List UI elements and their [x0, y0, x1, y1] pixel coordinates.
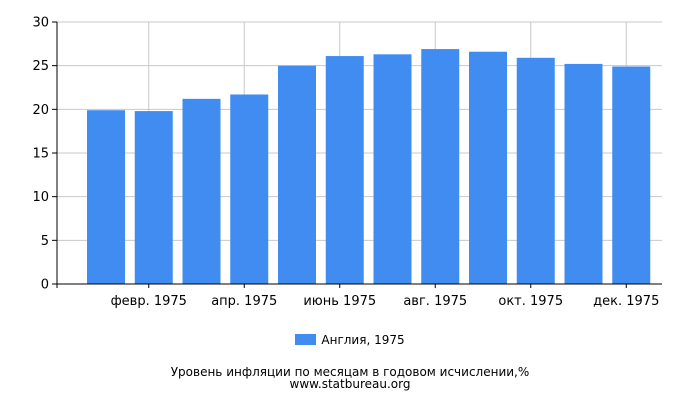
x-tick-label: дек. 1975 [593, 294, 659, 309]
x-tick-label: июнь 1975 [303, 294, 376, 309]
y-tick-label: 0 [41, 278, 49, 293]
bar [325, 56, 364, 285]
y-tick-label: 20 [32, 103, 49, 118]
legend-swatch [295, 334, 317, 345]
y-tick-label: 25 [32, 59, 49, 74]
y-tick-label: 30 [32, 16, 49, 31]
legend-label: Англия, 1975 [321, 333, 405, 347]
source-site: www.statbureau.org [289, 377, 411, 391]
bar [469, 51, 507, 285]
bar [516, 57, 555, 284]
bar [87, 110, 125, 284]
y-tick-label: 15 [32, 147, 49, 162]
bar [564, 63, 603, 284]
x-tick-label: окт. 1975 [498, 294, 563, 309]
bar [612, 66, 651, 284]
y-tick-label: 5 [41, 234, 49, 249]
x-tick-label: апр. 1975 [211, 294, 277, 309]
x-tick-label: авг. 1975 [403, 294, 467, 309]
y-tick-label: 10 [32, 190, 49, 205]
x-tick-label: февр. 1975 [111, 294, 187, 309]
bar [278, 65, 316, 285]
bar [230, 94, 269, 284]
bar [134, 111, 173, 284]
chart-caption: Уровень инфляции по месяцам в годовом ис… [170, 365, 530, 379]
legend: Англия, 1975 [0, 333, 700, 347]
bar [182, 98, 221, 284]
bar [421, 49, 460, 284]
bar [373, 54, 412, 285]
